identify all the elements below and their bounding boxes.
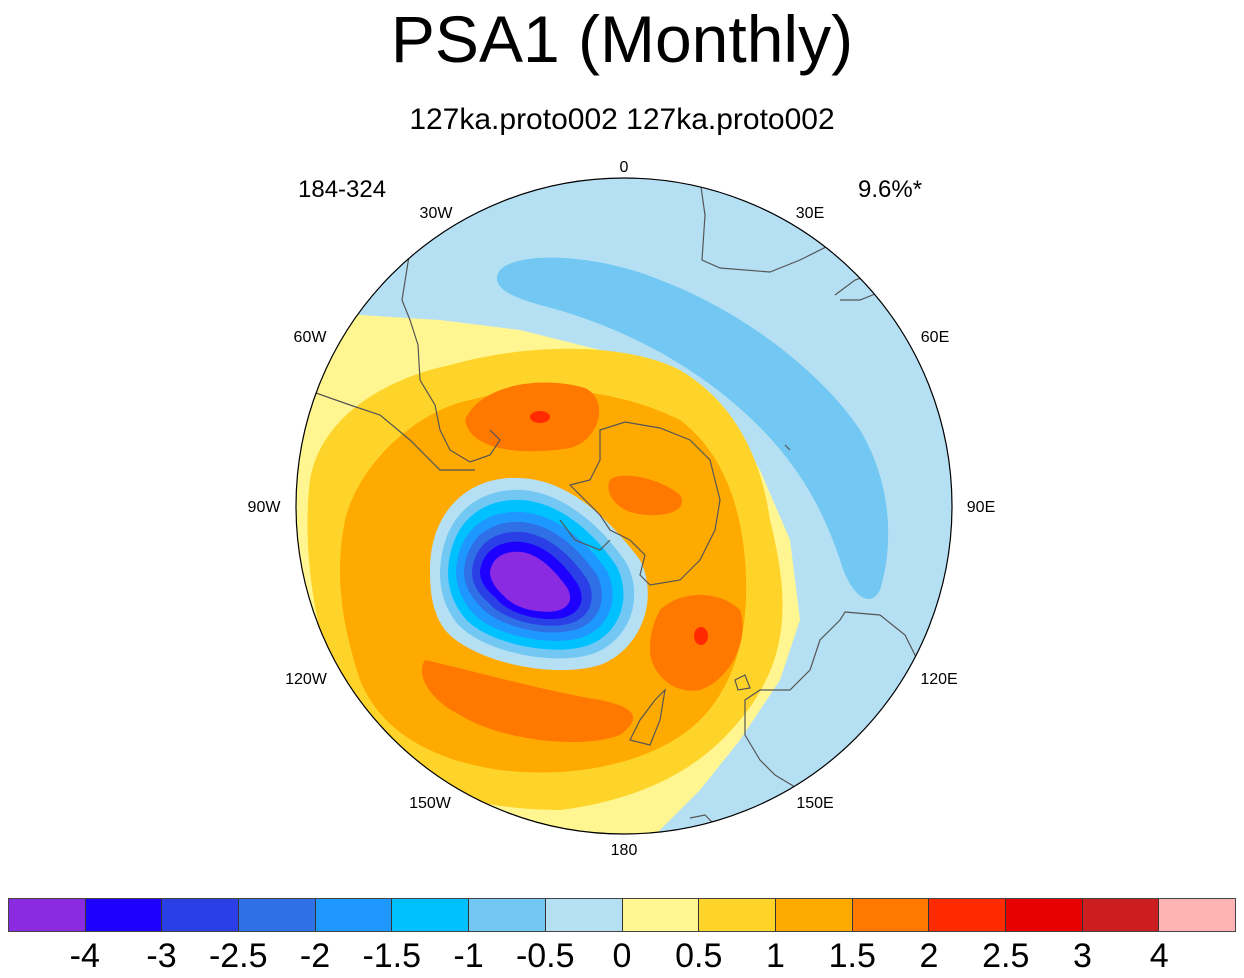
- colorbar-segment: [85, 899, 163, 931]
- colorbar-tick-label: 0.5: [675, 937, 723, 975]
- lon-label-30e: 30E: [796, 205, 824, 222]
- lon-label-90e: 90E: [967, 499, 995, 516]
- colorbar-tick-label: -1: [453, 937, 484, 975]
- colorbar-segment: [775, 899, 853, 931]
- colorbar-segment: [699, 899, 776, 931]
- colorbar-segment: [392, 899, 470, 931]
- colorbar-segment: [162, 899, 240, 931]
- colorbar-segment: [1005, 899, 1083, 931]
- plot-title: PSA1 (Monthly): [390, 2, 854, 76]
- lon-label-120e: 120E: [920, 671, 957, 688]
- lon-label-60e: 60E: [921, 329, 949, 346]
- colorbar-tick-label: 4: [1149, 937, 1169, 975]
- lon-label-180: 180: [611, 842, 638, 859]
- colorbar-segment: [622, 899, 700, 931]
- colorbar: [8, 898, 1236, 932]
- colorbar-tick-label: 1: [766, 937, 785, 975]
- colorbar-segment: [9, 899, 86, 931]
- colorbar-tick-label: -0.5: [515, 937, 575, 975]
- contour-field: [296, 178, 952, 834]
- colorbar-segment: [545, 899, 623, 931]
- colorbar-segment: [1082, 899, 1160, 931]
- map-boundary: [295, 177, 953, 835]
- colorbar-segment: [929, 899, 1006, 931]
- plot-subtitle: 127ka.proto002 127ka.proto002: [409, 103, 835, 136]
- colorbar-tick-label: -2: [299, 937, 331, 975]
- colorbar-tick-label: -1.5: [362, 937, 422, 975]
- colorbar-segment: [315, 899, 393, 931]
- colorbar-tick-label: 1.5: [828, 937, 876, 975]
- colorbar-tick-label: -4: [69, 937, 100, 975]
- colorbar-tick-label: -3: [146, 937, 177, 975]
- lon-label-90w: 90W: [248, 499, 282, 516]
- colorbar-tick-label: 2.5: [982, 937, 1030, 975]
- lon-label-150e: 150E: [796, 795, 833, 812]
- colorbar-tick-label: 2: [919, 937, 939, 975]
- lon-label-150w: 150W: [409, 795, 452, 812]
- colorbar-tick-label: 0: [612, 937, 632, 975]
- colorbar-segment: [239, 899, 316, 931]
- year-range-label: 184-324: [298, 176, 387, 203]
- variance-explained-label: 9.6%*: [858, 176, 923, 203]
- lon-label-60w: 60W: [294, 329, 328, 346]
- lon-label-0: 0: [620, 159, 629, 176]
- lon-label-120w: 120W: [285, 671, 328, 688]
- colorbar-segment: [469, 899, 546, 931]
- colorbar-segment: [852, 899, 930, 931]
- colorbar-tick-label: 3: [1073, 937, 1092, 975]
- colorbar-tick-label: -2.5: [208, 937, 268, 975]
- colorbar-segment: [1159, 899, 1235, 931]
- lon-label-30w: 30W: [420, 205, 454, 222]
